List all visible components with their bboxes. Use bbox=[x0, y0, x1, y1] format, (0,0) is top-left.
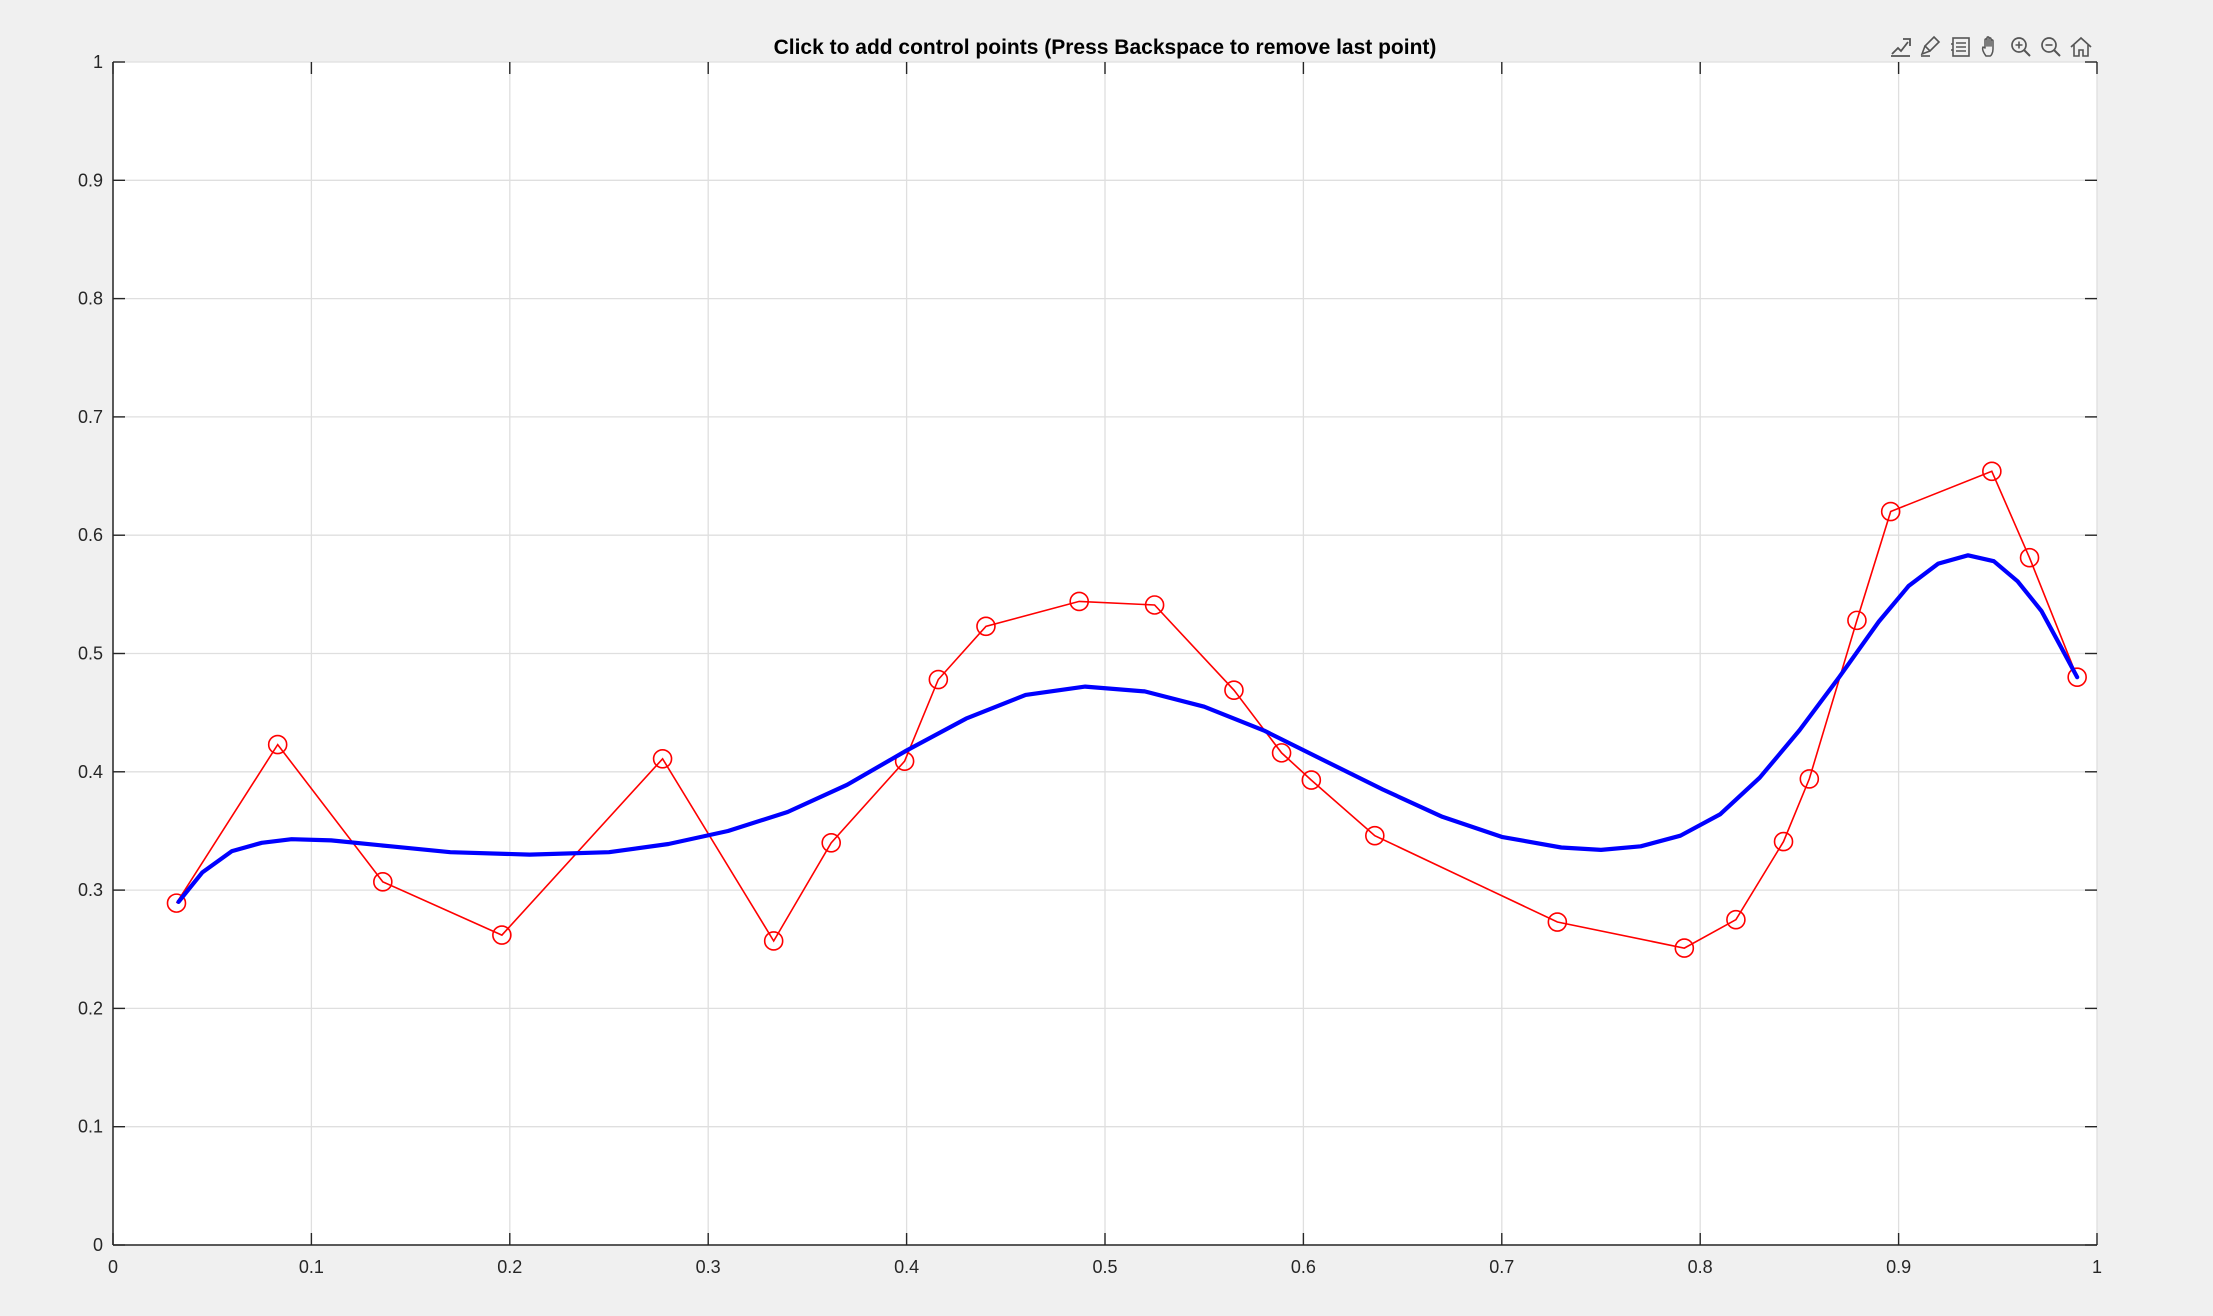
zoom-in-button[interactable] bbox=[2006, 32, 2036, 62]
y-tick-label: 1 bbox=[93, 52, 103, 72]
y-tick-label: 0.8 bbox=[78, 289, 103, 309]
control-point-marker[interactable] bbox=[976, 616, 996, 637]
y-tick-label: 0.3 bbox=[78, 880, 103, 900]
pan-button[interactable] bbox=[1976, 32, 2006, 62]
control-point-marker[interactable] bbox=[1301, 770, 1322, 790]
control-point-marker[interactable] bbox=[2067, 667, 2087, 687]
home-button[interactable] bbox=[2066, 32, 2096, 62]
x-tick-label: 0.2 bbox=[497, 1257, 522, 1277]
chart-title: Click to add control points (Press Backs… bbox=[774, 36, 1437, 59]
zoom-out-button[interactable] bbox=[2036, 32, 2066, 62]
y-tick-label: 0.7 bbox=[78, 407, 103, 427]
pan-hand-icon bbox=[1981, 36, 1994, 57]
home-icon bbox=[2070, 36, 2092, 57]
x-tick-label: 0.4 bbox=[894, 1257, 919, 1277]
export-button[interactable] bbox=[1886, 32, 1916, 62]
control-point-marker[interactable] bbox=[2019, 547, 2040, 568]
control-point-marker[interactable] bbox=[1365, 825, 1385, 846]
y-tick-label: 0.6 bbox=[78, 525, 103, 545]
y-axis-ticks: 0 0.1 0.2 0.3 0.4 0.5 0.6 0.7 0.8 0.9 1 bbox=[78, 52, 2097, 1255]
control-point-marker[interactable] bbox=[1271, 743, 1292, 763]
y-tick-label: 0.1 bbox=[78, 1117, 103, 1137]
data-tips-button[interactable] bbox=[1946, 32, 1976, 62]
control-point-marker[interactable] bbox=[166, 893, 187, 913]
y-tick-label: 0 bbox=[93, 1235, 103, 1255]
control-point-marker[interactable] bbox=[1674, 938, 1695, 958]
control-point-marker[interactable] bbox=[1144, 595, 1165, 615]
control-point-marker[interactable] bbox=[1547, 912, 1568, 932]
axes-toolbar bbox=[1886, 32, 2096, 62]
control-point-marker[interactable] bbox=[1982, 461, 2002, 482]
control-point-marker[interactable] bbox=[652, 748, 673, 769]
control-polygon-line bbox=[175, 470, 2078, 949]
control-point-marker[interactable] bbox=[1799, 769, 1820, 789]
control-point-marker[interactable] bbox=[1069, 591, 1090, 612]
control-point-marker[interactable] bbox=[1773, 831, 1794, 852]
y-tick-label: 0.5 bbox=[78, 644, 103, 664]
control-point-marker[interactable] bbox=[928, 669, 949, 690]
control-point-marker[interactable] bbox=[492, 925, 512, 945]
x-axis-ticks: 0 0.1 0.2 0.3 0.4 0.5 0.6 0.7 0.8 0.9 1 bbox=[108, 62, 2102, 1277]
control-point-marker[interactable] bbox=[763, 931, 784, 951]
zoom-in-icon bbox=[2011, 37, 2031, 57]
control-point-marker[interactable] bbox=[1880, 501, 1901, 522]
series-group bbox=[166, 461, 2087, 958]
brush-button[interactable] bbox=[1916, 32, 1946, 62]
export-icon bbox=[1891, 38, 1911, 57]
x-tick-label: 0.7 bbox=[1489, 1257, 1514, 1277]
x-tick-label: 0.9 bbox=[1886, 1257, 1911, 1277]
x-tick-label: 0.1 bbox=[299, 1257, 324, 1277]
control-point-marker[interactable] bbox=[267, 734, 288, 755]
x-tick-label: 0.8 bbox=[1688, 1257, 1713, 1277]
x-tick-label: 0.5 bbox=[1092, 1257, 1117, 1277]
bspline-curve-line bbox=[176, 553, 2080, 905]
y-tick-label: 0.2 bbox=[78, 998, 103, 1018]
data-tips-icon bbox=[1951, 37, 1970, 57]
control-point-marker[interactable] bbox=[821, 832, 842, 853]
brush-icon bbox=[1920, 35, 1941, 57]
zoom-out-icon bbox=[2041, 37, 2061, 57]
y-tick-label: 0.4 bbox=[78, 762, 103, 782]
control-point-marker[interactable] bbox=[373, 872, 393, 892]
control-point-marker[interactable] bbox=[1847, 610, 1867, 631]
x-tick-label: 1 bbox=[2092, 1257, 2102, 1277]
x-tick-label: 0.6 bbox=[1291, 1257, 1316, 1277]
y-tick-label: 0.9 bbox=[78, 170, 103, 190]
control-point-marker[interactable] bbox=[1726, 909, 1746, 930]
control-point-marker[interactable] bbox=[1224, 680, 1244, 700]
x-tick-label: 0 bbox=[108, 1257, 118, 1277]
x-tick-label: 0.3 bbox=[696, 1257, 721, 1277]
